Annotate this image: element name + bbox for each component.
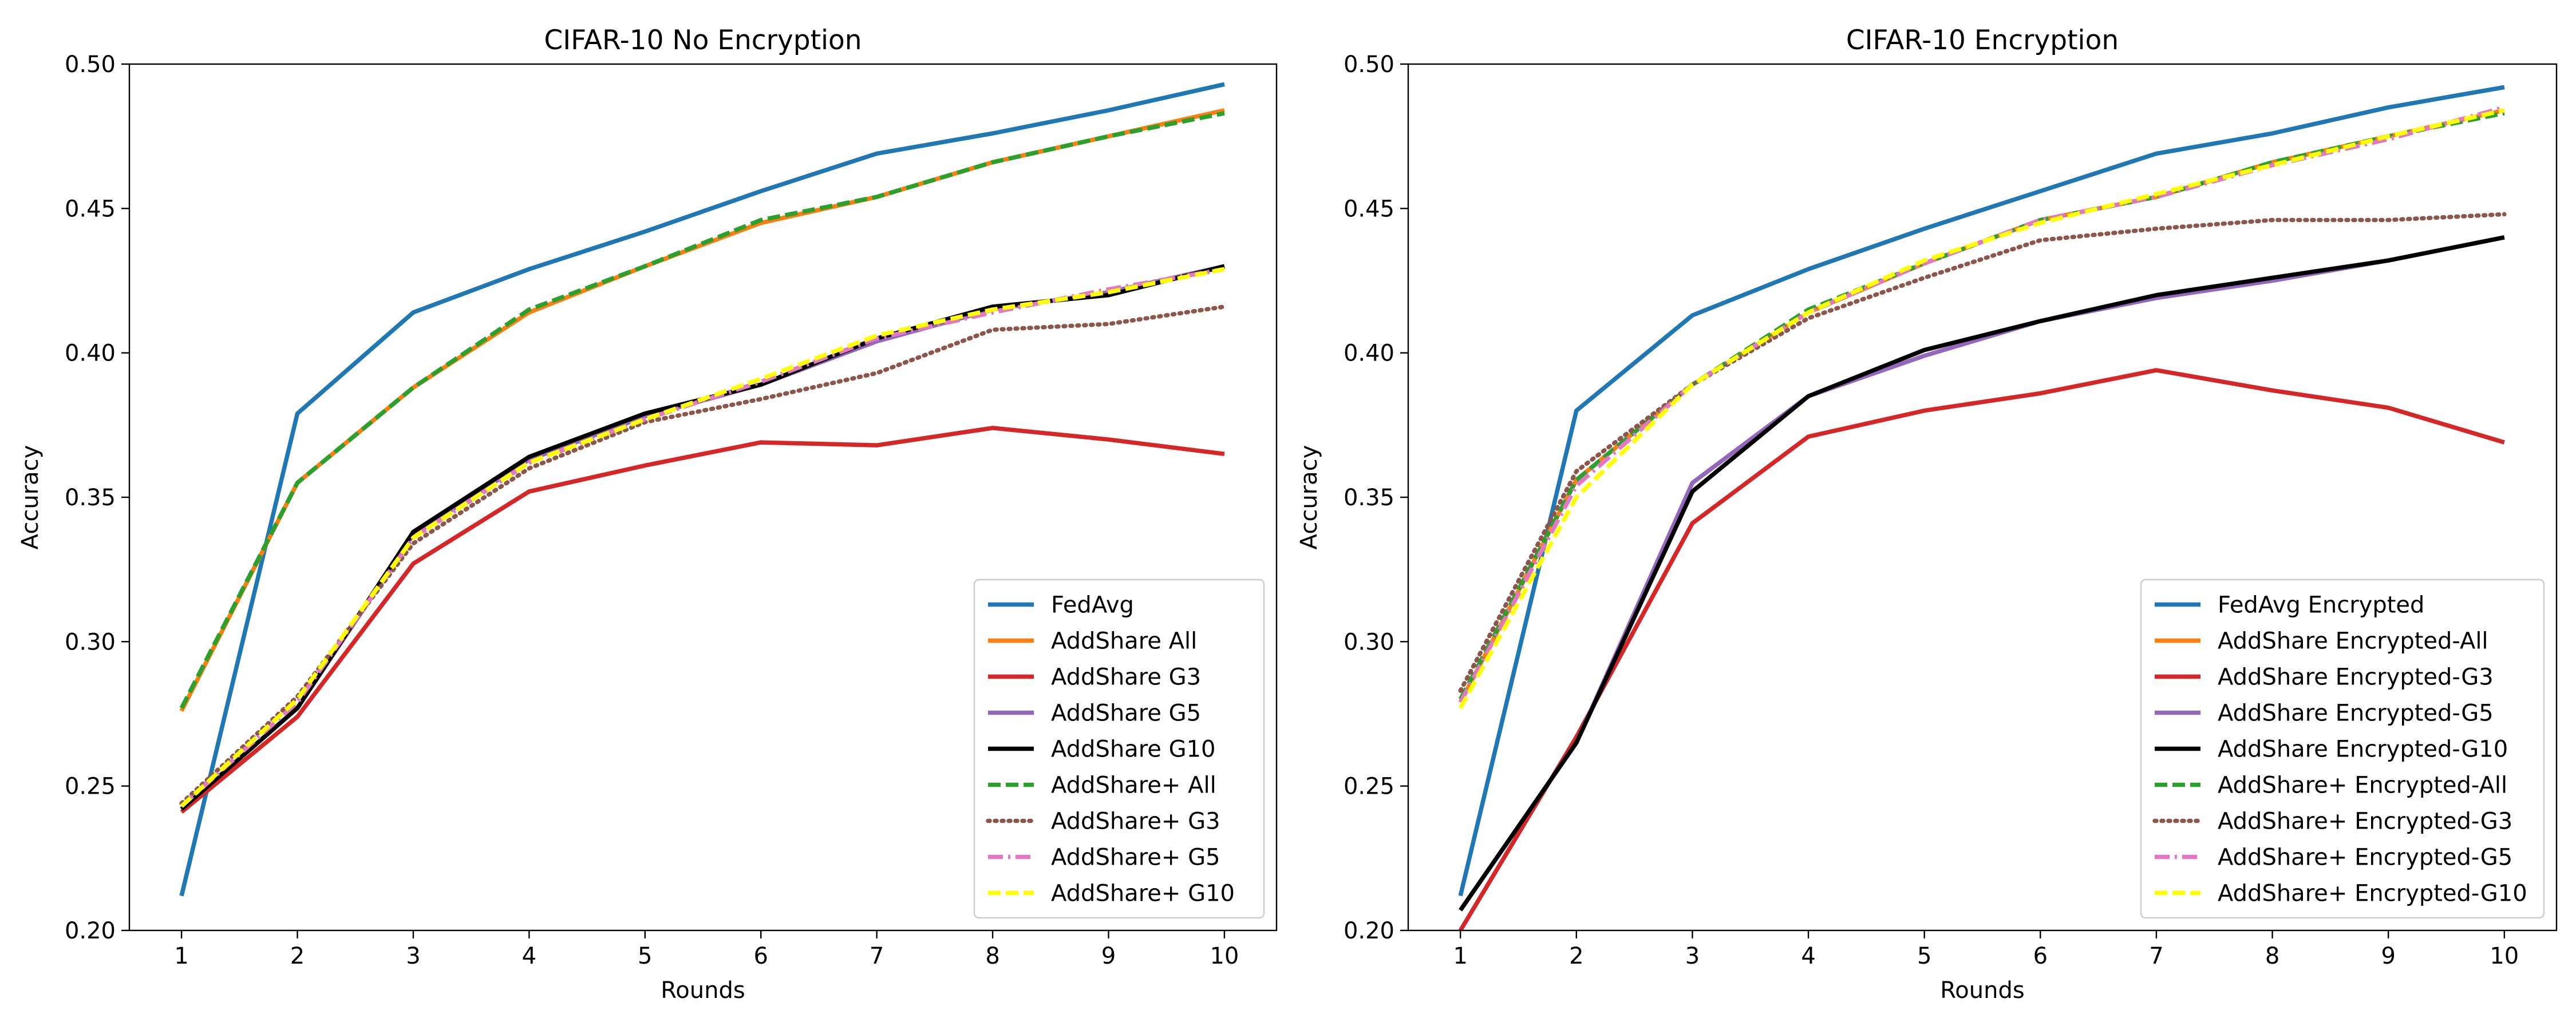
y-tick-label: 0.20 (1344, 918, 1394, 944)
series-group (179, 82, 1227, 897)
x-axis-label: Rounds (1940, 977, 2024, 1004)
legend-label-addshare-g5: AddShare G5 (1051, 700, 1201, 727)
series-group (1458, 85, 2507, 930)
series-line-addshare-encrypted-g10 (1459, 235, 2505, 912)
axes-frame (1407, 63, 2558, 932)
legend-label-addshare-g10: AddShare G10 (1051, 736, 1215, 763)
legend-label-addshare-encrypted-g5: AddShare Encrypted-G5 (2218, 700, 2494, 727)
x-tick-label: 4 (522, 943, 536, 969)
chart-encryption: CIFAR-10 Encryption Rounds Accuracy 1 2 3 4 5 6 7… (1296, 25, 2558, 1004)
y-tick-label: 0.45 (65, 196, 116, 222)
x-tick-label: 6 (2033, 943, 2048, 969)
legend-frame (2140, 579, 2545, 919)
series-line-addshare-encrypted-g3 (1458, 368, 2505, 930)
legend-label-addshare-plus-encrypted-g10: AddShare+ Encrypted-G10 (2218, 881, 2527, 907)
y-tick-label: 0.40 (65, 340, 116, 367)
axes-frame (128, 63, 1278, 932)
series-line-addshare-plus-encrypted-g3 (1458, 212, 2507, 693)
y-tick-label: 0.50 (65, 52, 116, 78)
y-axis-label: Accuracy (1296, 445, 1322, 550)
x-tick-label: 8 (2265, 943, 2279, 969)
series-line-addshare-plus-g10 (180, 267, 1225, 808)
x-tick-label: 5 (1917, 943, 1931, 969)
y-tick-label: 0.50 (1344, 52, 1394, 78)
x-tick-label: 7 (870, 943, 884, 969)
x-tick-label: 1 (174, 943, 188, 969)
y-tick-label: 0.30 (65, 629, 116, 655)
x-tick-label: 2 (290, 943, 305, 969)
y-axis-label: Accuracy (17, 445, 44, 550)
legend-label-addshare-encrypted-all: AddShare Encrypted-All (2218, 628, 2488, 655)
y-tick-label: 0.40 (1344, 340, 1394, 367)
legend-label-addshare-plus-encrypted-all: AddShare+ Encrypted-All (2218, 772, 2507, 799)
series-line-fedavg-encrypted (1458, 85, 2505, 897)
legend-label-addshare-g3: AddShare G3 (1051, 664, 1201, 691)
y-tick-label: 0.30 (1344, 629, 1394, 655)
legend-frame (973, 579, 1265, 919)
series-line-addshare-plus-encrypted-g10 (1458, 108, 2505, 710)
y-tick-label: 0.45 (1344, 196, 1394, 222)
x-tick-label: 4 (1801, 943, 1815, 969)
legend: FedAvg AddShare All AddShare G3 AddShare G5… (973, 579, 1265, 919)
x-tick-label: 3 (1685, 943, 1700, 969)
legend-label-addshare-plus-g5: AddShare+ G5 (1051, 845, 1220, 871)
legend-label-fedavg: FedAvg (1051, 592, 1134, 619)
x-tick-label: 6 (753, 943, 768, 969)
legend-label-fedavg-encrypted: FedAvg Encrypted (2218, 592, 2424, 619)
x-tick-label: 5 (638, 943, 652, 969)
x-tick-label: 8 (985, 943, 999, 969)
y-tick-label: 0.25 (1344, 774, 1394, 800)
x-tick-label: 2 (1569, 943, 1583, 969)
x-axis-label: Rounds (661, 977, 745, 1004)
x-tick-label: 10 (2490, 943, 2519, 969)
legend-label-addshare-encrypted-g3: AddShare Encrypted-G3 (2218, 664, 2494, 691)
legend-label-addshare-encrypted-g10: AddShare Encrypted-G10 (2218, 736, 2508, 763)
legend-label-addshare-plus-g3: AddShare+ G3 (1051, 809, 1220, 835)
series-line-fedavg (179, 82, 1225, 897)
legend-label-addshare-plus-encrypted-g3: AddShare+ Encrypted-G3 (2218, 809, 2512, 835)
legend-label-addshare-all: AddShare All (1051, 628, 1197, 655)
legend-label-addshare-plus-all: AddShare+ All (1051, 772, 1216, 799)
y-tick-label: 0.35 (65, 485, 116, 511)
legend-label-addshare-plus-encrypted-g5: AddShare+ Encrypted-G5 (2218, 845, 2512, 871)
chart-title: CIFAR-10 No Encryption (544, 25, 862, 56)
x-tick-label: 1 (1453, 943, 1467, 969)
legend: FedAvg Encrypted AddShare Encrypted-All Ad… (2140, 579, 2545, 919)
x-tick-label: 3 (406, 943, 420, 969)
x-tick-label: 7 (2149, 943, 2163, 969)
y-tick-label: 0.25 (65, 774, 116, 800)
y-tick-label: 0.35 (1344, 485, 1394, 511)
x-tick-label: 9 (1101, 943, 1116, 969)
series-line-addshare-g3 (180, 426, 1225, 814)
y-tick-label: 0.20 (65, 918, 116, 944)
chart-title: CIFAR-10 Encryption (1846, 25, 2119, 56)
chart-no-encryption: CIFAR-10 No Encryption Rounds Accuracy 1 2 3 4… (17, 25, 1278, 1004)
series-line-addshare-plus-all (179, 111, 1225, 710)
x-tick-label: 9 (2381, 943, 2395, 969)
x-tick-label: 10 (1210, 943, 1239, 969)
legend-label-addshare-plus-g10: AddShare+ G10 (1051, 881, 1235, 907)
